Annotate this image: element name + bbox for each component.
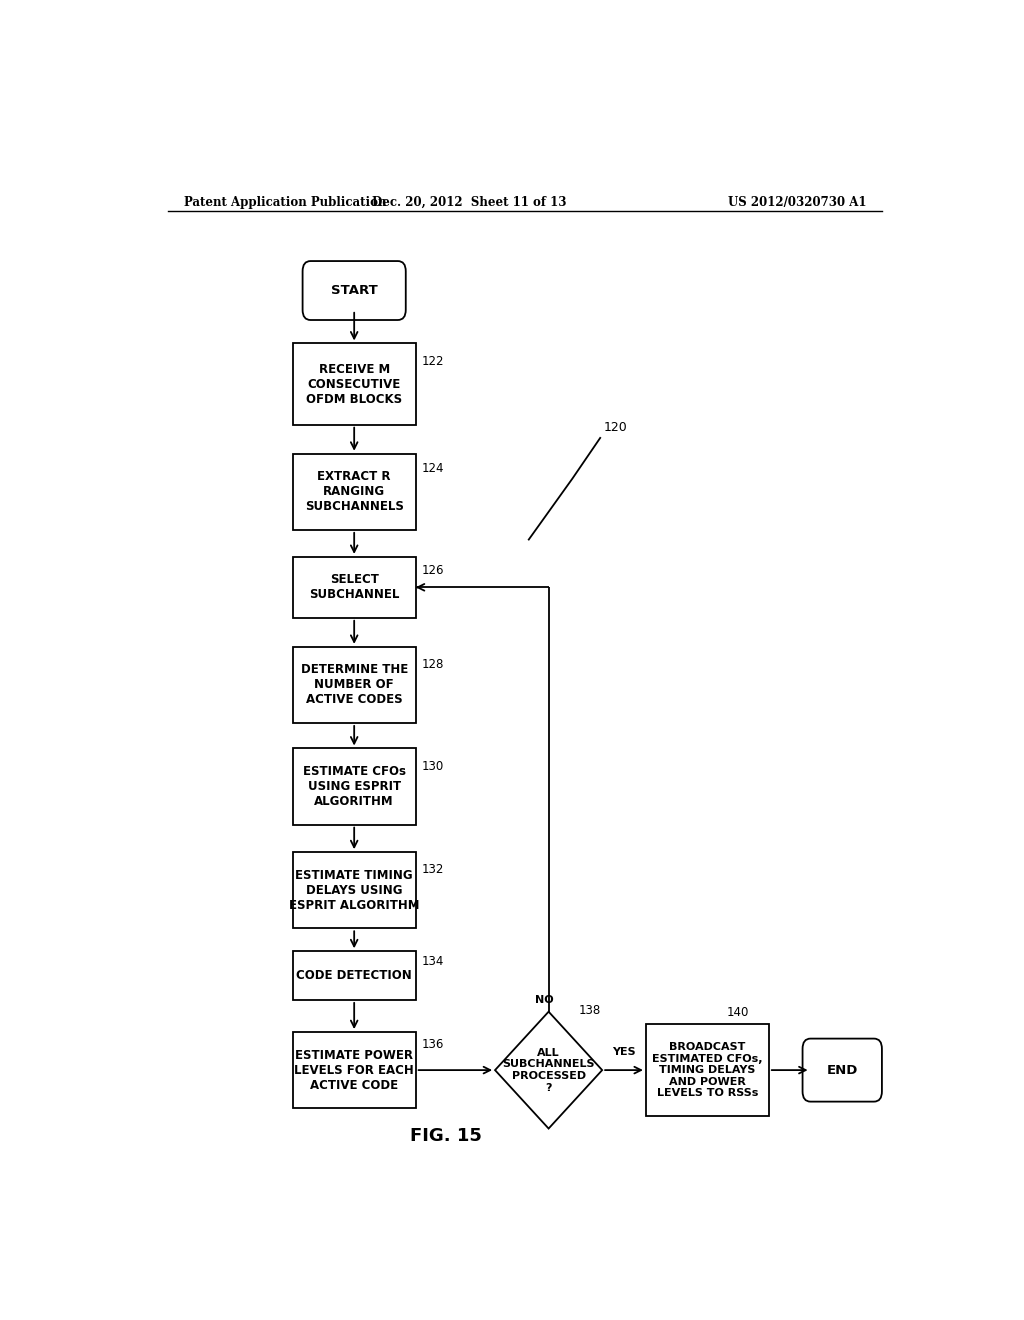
Text: FIG. 15: FIG. 15 — [410, 1127, 481, 1146]
Text: BROADCAST
ESTIMATED CFOs,
TIMING DELAYS
AND POWER
LEVELS TO RSSs: BROADCAST ESTIMATED CFOs, TIMING DELAYS … — [652, 1041, 763, 1098]
Text: SELECT
SUBCHANNEL: SELECT SUBCHANNEL — [309, 573, 399, 602]
Bar — [646, 1024, 769, 1115]
Text: Patent Application Publication: Patent Application Publication — [183, 195, 386, 209]
Bar — [293, 853, 416, 928]
Bar — [293, 454, 416, 529]
Bar — [293, 952, 416, 1001]
Text: NO: NO — [536, 994, 554, 1005]
Bar — [293, 557, 416, 618]
Text: 134: 134 — [422, 954, 444, 968]
Text: END: END — [826, 1064, 858, 1077]
Text: 136: 136 — [422, 1039, 444, 1051]
Text: 124: 124 — [422, 462, 444, 475]
FancyBboxPatch shape — [803, 1039, 882, 1102]
Text: 138: 138 — [579, 1003, 601, 1016]
Text: RECEIVE M
CONSECUTIVE
OFDM BLOCKS: RECEIVE M CONSECUTIVE OFDM BLOCKS — [306, 363, 402, 405]
Text: EXTRACT R
RANGING
SUBCHANNELS: EXTRACT R RANGING SUBCHANNELS — [305, 470, 403, 513]
FancyBboxPatch shape — [303, 261, 406, 319]
Text: ESTIMATE CFOs
USING ESPRIT
ALGORITHM: ESTIMATE CFOs USING ESPRIT ALGORITHM — [303, 766, 406, 808]
Text: 122: 122 — [422, 355, 444, 368]
Bar — [293, 1032, 416, 1109]
Bar — [293, 748, 416, 825]
Bar — [293, 343, 416, 425]
Text: ESTIMATE POWER
LEVELS FOR EACH
ACTIVE CODE: ESTIMATE POWER LEVELS FOR EACH ACTIVE CO… — [294, 1048, 414, 1092]
Text: 128: 128 — [422, 659, 444, 671]
Text: US 2012/0320730 A1: US 2012/0320730 A1 — [727, 195, 866, 209]
Text: Dec. 20, 2012  Sheet 11 of 13: Dec. 20, 2012 Sheet 11 of 13 — [372, 195, 566, 209]
Bar — [293, 647, 416, 723]
Text: YES: YES — [612, 1047, 636, 1057]
Text: ALL
SUBCHANNELS
PROCESSED
?: ALL SUBCHANNELS PROCESSED ? — [503, 1048, 595, 1093]
Text: 130: 130 — [422, 760, 443, 772]
Text: START: START — [331, 284, 378, 297]
Text: 120: 120 — [604, 421, 628, 434]
Text: 132: 132 — [422, 863, 444, 876]
Text: CODE DETECTION: CODE DETECTION — [296, 969, 412, 982]
Text: DETERMINE THE
NUMBER OF
ACTIVE CODES: DETERMINE THE NUMBER OF ACTIVE CODES — [301, 664, 408, 706]
Text: ESTIMATE TIMING
DELAYS USING
ESPRIT ALGORITHM: ESTIMATE TIMING DELAYS USING ESPRIT ALGO… — [289, 869, 420, 912]
Text: 126: 126 — [422, 564, 444, 577]
Polygon shape — [495, 1011, 602, 1129]
Text: 140: 140 — [727, 1006, 750, 1019]
